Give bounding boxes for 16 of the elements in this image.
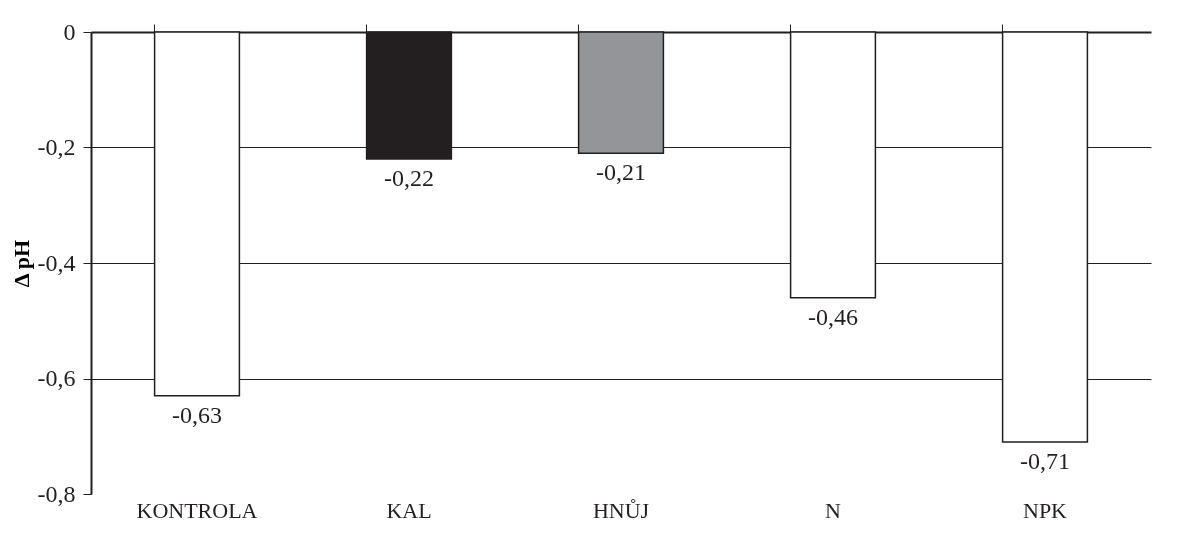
data-label: -0,63: [172, 401, 222, 428]
x-tick-label: NPK: [1022, 497, 1068, 523]
y-tick-label: -0,4: [37, 249, 76, 276]
data-label: -0,46: [808, 303, 858, 330]
x-tick-label: N: [825, 497, 842, 523]
x-tick-label: KONTROLA: [136, 497, 258, 523]
y-axis-title: Δ pH: [8, 239, 34, 288]
data-label: -0,71: [1020, 448, 1070, 475]
y-tick-label: 0: [63, 18, 76, 45]
data-label: -0,21: [596, 159, 646, 186]
y-tick-label: -0,6: [37, 365, 76, 391]
y-tick-label: -0,2: [37, 134, 76, 160]
x-tick-label: HNŮJ: [592, 497, 650, 523]
data-label: -0,22: [384, 165, 434, 192]
x-tick-label: KAL: [386, 497, 432, 523]
y-tick-label: -0,8: [37, 480, 76, 507]
